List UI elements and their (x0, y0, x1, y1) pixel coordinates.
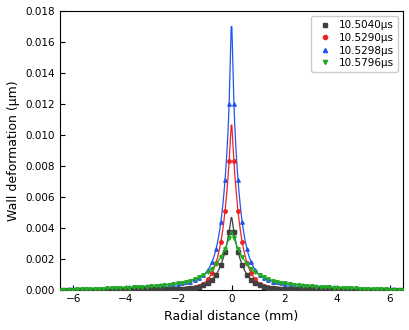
10.5290μs (295, 287, 300, 291)
10.5796μs (282, 281, 287, 285)
Legend: 10.5040μs, 10.5290μs, 10.5298μs, 10.5796μs: 10.5040μs, 10.5290μs, 10.5298μs, 10.5796… (311, 16, 397, 72)
10.5298μs (270, 280, 275, 283)
10.5040μs (265, 285, 270, 289)
10.5298μs (295, 283, 300, 287)
10.5290μs (265, 285, 270, 289)
10.5290μs (365, 288, 370, 292)
10.5040μs (295, 287, 300, 291)
Line: 10.5298μs: 10.5298μs (58, 102, 404, 291)
10.5290μs (270, 286, 275, 290)
Line: 10.5796μs: 10.5796μs (58, 236, 404, 291)
10.5796μs (270, 279, 275, 283)
10.5298μs (209, 260, 214, 264)
10.5298μs (282, 282, 287, 286)
10.5796μs (57, 288, 62, 292)
10.5040μs (365, 288, 370, 292)
10.5298μs (57, 288, 62, 292)
10.5298μs (365, 287, 370, 291)
10.5290μs (57, 288, 62, 292)
10.5796μs (265, 277, 270, 281)
Y-axis label: Wall deformation (μm): Wall deformation (μm) (7, 80, 20, 220)
Line: 10.5040μs: 10.5040μs (58, 230, 404, 291)
10.5796μs (231, 236, 236, 240)
10.5290μs (282, 287, 287, 291)
10.5040μs (400, 288, 405, 292)
10.5796μs (295, 283, 300, 287)
10.5298μs (400, 288, 405, 292)
10.5796μs (400, 288, 405, 292)
10.5040μs (209, 278, 214, 281)
10.5040μs (270, 286, 275, 290)
10.5298μs (231, 102, 236, 106)
10.5040μs (231, 230, 236, 234)
10.5290μs (400, 288, 405, 292)
10.5796μs (365, 287, 370, 291)
10.5290μs (209, 271, 214, 275)
10.5040μs (57, 288, 62, 292)
10.5040μs (282, 287, 287, 291)
Line: 10.5290μs: 10.5290μs (58, 160, 404, 291)
10.5290μs (231, 159, 236, 163)
10.5298μs (265, 278, 270, 282)
X-axis label: Radial distance (mm): Radial distance (mm) (164, 310, 298, 323)
10.5796μs (209, 267, 214, 271)
